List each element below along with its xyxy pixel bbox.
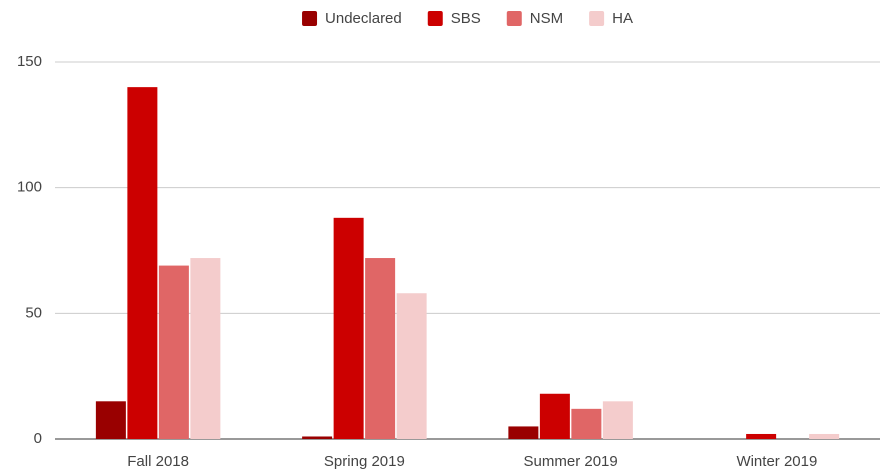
legend-label: HA (612, 10, 633, 27)
bar (602, 401, 633, 439)
bar (333, 217, 364, 439)
legend-swatch (427, 11, 443, 26)
bar (539, 393, 570, 439)
bar (95, 401, 126, 439)
x-tick-label: Fall 2018 (127, 453, 189, 470)
bar (396, 293, 427, 439)
y-tick-label: 50 (25, 304, 42, 321)
bar (809, 433, 840, 439)
x-tick-label: Summer 2019 (524, 453, 618, 470)
bar (127, 87, 158, 439)
legend-swatch (589, 11, 605, 26)
y-tick-label: 0 (34, 430, 42, 447)
bar (365, 258, 396, 439)
bar (571, 408, 602, 439)
bar (508, 426, 539, 439)
legend-swatch (506, 11, 522, 26)
x-tick-label: Spring 2019 (324, 453, 405, 470)
bar (746, 433, 777, 439)
legend-label: SBS (451, 10, 481, 27)
bar (302, 436, 333, 439)
bar (190, 258, 221, 439)
legend-label: Undeclared (325, 10, 402, 27)
y-tick-label: 150 (17, 53, 42, 70)
bar (158, 265, 189, 439)
legend-swatch (302, 11, 318, 26)
x-tick-label: Winter 2019 (736, 453, 817, 470)
legend-label: NSM (530, 10, 563, 27)
y-tick-label: 100 (17, 179, 42, 196)
